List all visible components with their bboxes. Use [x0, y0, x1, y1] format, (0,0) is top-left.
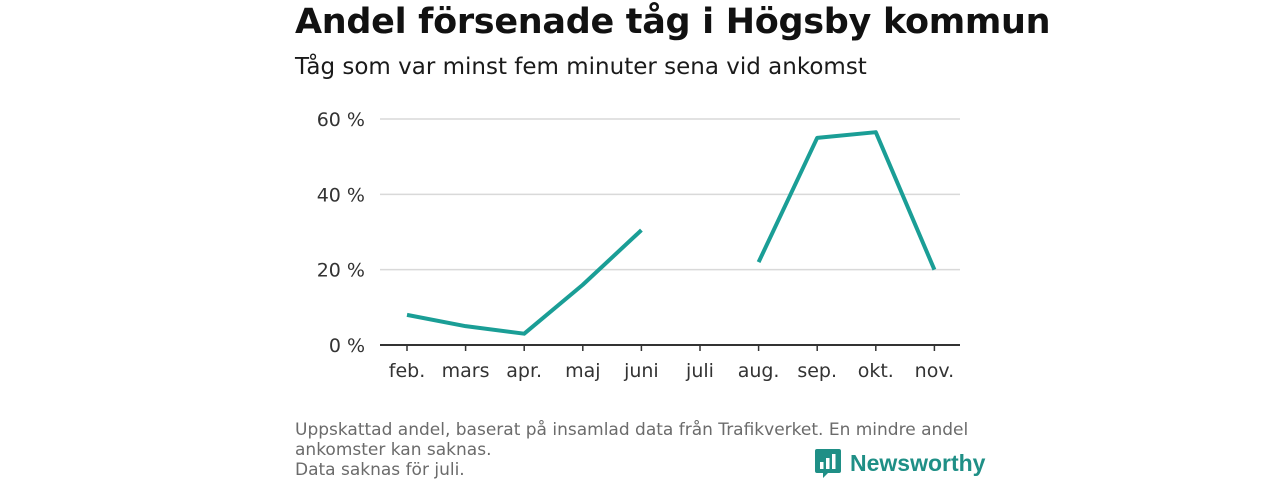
chart-subtitle: Tåg som var minst fem minuter sena vid a… — [295, 54, 867, 80]
series-line-segment — [756, 130, 937, 271]
y-tick-label: 20 % — [317, 260, 365, 282]
x-axis: feb. mars apr. maj juni juli aug. sep. okt. nov. — [380, 344, 960, 382]
newsworthy-logo-icon — [815, 449, 841, 478]
x-tick-label: maj — [565, 360, 600, 382]
series-lines — [406, 130, 937, 336]
y-axis: 0 % 20 % 40 % 60 % — [317, 109, 365, 357]
footnote-line: Data saknas för juli. — [295, 460, 465, 480]
y-tick-label: 0 % — [329, 335, 365, 357]
brand-logo: Newsworthy — [814, 447, 985, 479]
footnote-line: ankomster kan saknas. — [295, 440, 492, 460]
footnote: Uppskattad andel, baserat på insamlad da… — [295, 420, 985, 480]
x-tick-label: mars — [442, 360, 490, 382]
y-tick-label: 60 % — [317, 109, 365, 131]
chart-title: Andel försenade tåg i Högsby kommun — [295, 2, 1051, 42]
x-tick-label: aug. — [738, 360, 780, 382]
x-tick-label: okt. — [858, 360, 894, 382]
x-tick-label: juni — [623, 360, 659, 382]
x-tick-label: sep. — [797, 360, 837, 382]
x-tick-label: apr. — [506, 360, 542, 382]
footnote-line: Uppskattad andel, baserat på insamlad da… — [295, 420, 969, 440]
series-line-segment — [406, 228, 643, 336]
gridlines — [380, 118, 960, 271]
y-tick-label: 40 % — [317, 184, 365, 206]
x-tick-label: juli — [685, 360, 714, 382]
brand-name: Newsworthy — [850, 449, 986, 476]
x-tick-label: feb. — [389, 360, 425, 382]
x-tick-label: nov. — [915, 360, 954, 382]
